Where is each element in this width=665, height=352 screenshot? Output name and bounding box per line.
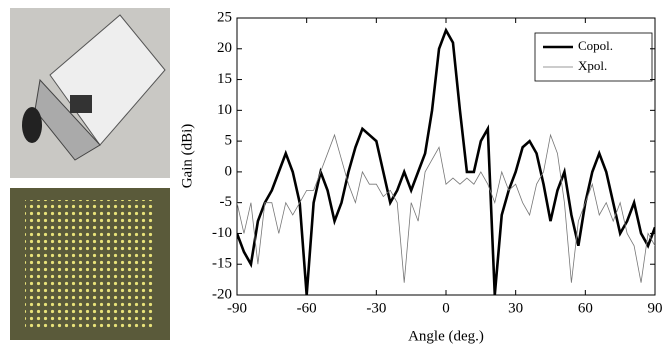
antenna-photo xyxy=(10,8,170,178)
legend-label: Copol. xyxy=(578,38,613,53)
x-tick-label: -90 xyxy=(227,300,247,316)
series-line xyxy=(237,133,655,283)
y-tick-label: 10 xyxy=(217,102,232,118)
y-axis-label: Gain (dBi) xyxy=(179,124,195,189)
x-tick-label: 0 xyxy=(442,300,450,316)
y-tick-label: 25 xyxy=(217,9,232,25)
y-tick-label: 0 xyxy=(225,163,233,179)
legend xyxy=(534,32,653,82)
y-tick-label: -15 xyxy=(212,256,232,272)
y-tick-label: -20 xyxy=(212,286,232,302)
array-photo xyxy=(10,188,170,340)
x-tick-label: -60 xyxy=(297,300,317,316)
y-tick-label: 20 xyxy=(217,40,232,56)
y-tick-label: 15 xyxy=(217,71,232,87)
y-tick-label: -5 xyxy=(220,194,233,210)
x-tick-label: -30 xyxy=(366,300,386,316)
x-tick-label: 90 xyxy=(648,300,663,316)
plot-area xyxy=(237,27,655,295)
y-tick-label: -10 xyxy=(212,225,232,241)
legend-label: Xpol. xyxy=(578,58,607,73)
x-tick-label: 60 xyxy=(578,300,593,316)
y-tick-label: 5 xyxy=(225,133,233,149)
x-tick-label: 30 xyxy=(508,300,523,316)
x-axis-label: Angle (deg.) xyxy=(408,328,484,344)
